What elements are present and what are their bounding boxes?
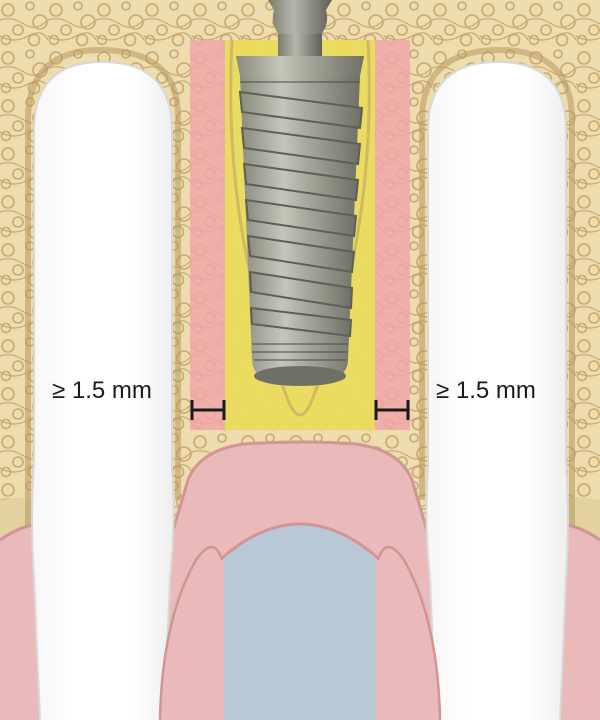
- label-right: ≥ 1.5 mm: [436, 377, 536, 404]
- diagram-svg: ≥ 1.5 mm ≥ 1.5 mm: [0, 0, 600, 720]
- label-left: ≥ 1.5 mm: [52, 377, 152, 404]
- dental-implant-safe-zone-diagram: ≥ 1.5 mm ≥ 1.5 mm: [0, 0, 600, 720]
- dental-implant: [236, 0, 364, 386]
